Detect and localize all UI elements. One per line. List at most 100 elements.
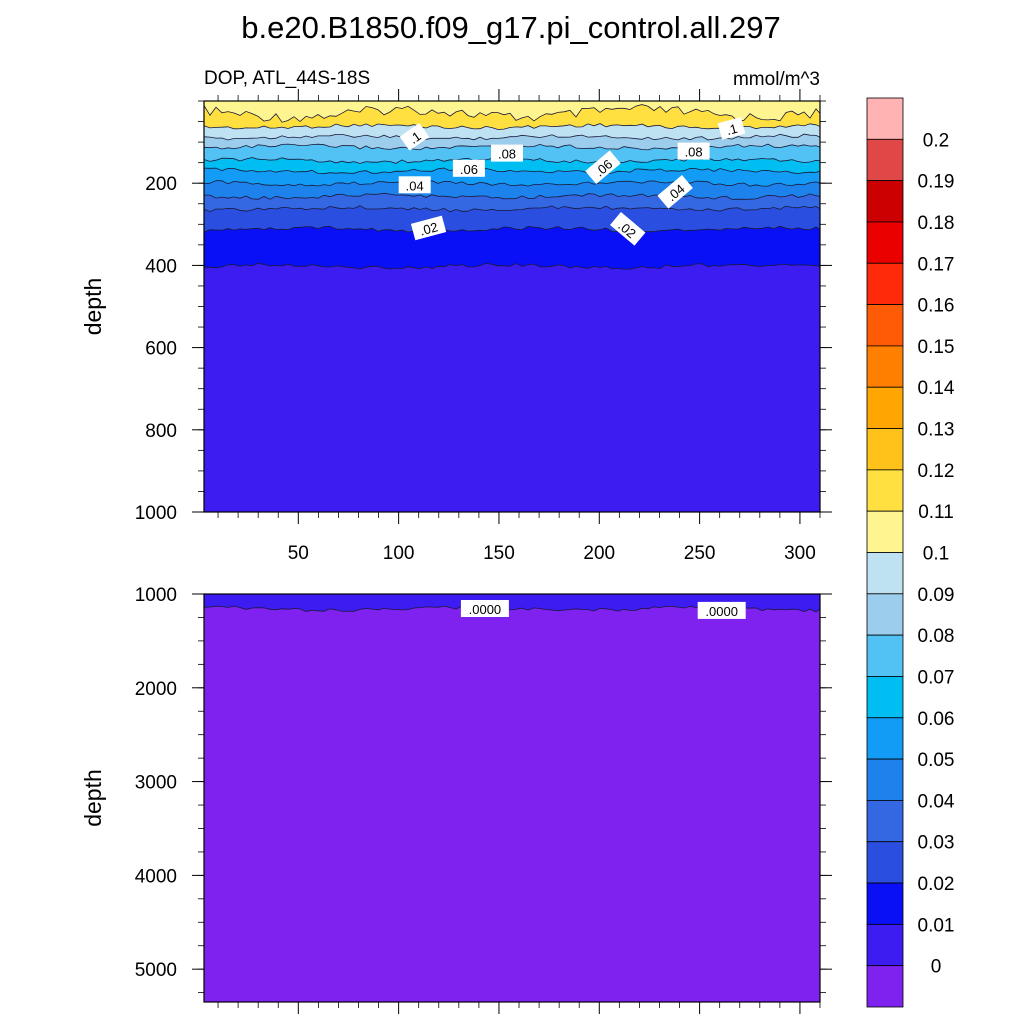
contour-line — [204, 225, 820, 233]
y-axis-title: depth — [80, 769, 106, 827]
contour-line — [204, 167, 820, 175]
colorbar-label: 0.09 — [918, 585, 955, 606]
y-tick-label: 800 — [145, 421, 177, 442]
contour-line — [204, 133, 820, 141]
contour-label-box — [585, 150, 621, 185]
contour-label-text: .02 — [418, 219, 439, 238]
y-tick-label: 2000 — [135, 679, 177, 700]
contour-line — [204, 104, 820, 123]
colorbar-swatch — [866, 262, 904, 305]
x-tick-label: 200 — [583, 543, 615, 564]
colorbar-legend: 0.2 0.19 0.18 0.17 0.16 0.15 0.14 0.13 0.12 0.11 0… — [866, 97, 955, 1008]
colorbar-swatch — [866, 180, 904, 223]
x-tick-label: 50 — [288, 543, 309, 564]
y-tick-label: 200 — [145, 174, 177, 195]
colorbar-swatch — [866, 965, 904, 1008]
lower-depth-panel: .0000 .0000 1000 2000 3000 4000 5000 depth — [80, 585, 832, 1014]
colorbar-swatch — [866, 676, 904, 719]
colorbar-label: 0.04 — [918, 791, 955, 812]
colorbar-label: 0.12 — [918, 461, 955, 482]
colorbar-label: 0.07 — [918, 667, 955, 688]
contour-line — [204, 180, 820, 187]
colorbar-label: 0.13 — [918, 420, 955, 441]
contour-label: .08 — [677, 142, 710, 160]
contour-label-box — [610, 212, 646, 246]
colorbar-label: 0.01 — [918, 915, 955, 936]
contour-label-box — [697, 601, 746, 619]
y-tick-label: 600 — [145, 339, 177, 360]
colorbar-label: 0.16 — [918, 296, 955, 317]
contour-label-box — [452, 159, 485, 177]
contour-band — [204, 101, 820, 123]
contour-band — [204, 205, 820, 233]
contour-label-box — [491, 144, 523, 162]
contour-label-box — [410, 215, 447, 241]
contour-label-box — [460, 600, 509, 617]
contour-line — [204, 205, 820, 213]
contour-label: .02 — [410, 215, 447, 241]
colorbar-label: 0.19 — [918, 172, 955, 193]
y-tick-label: 400 — [145, 256, 177, 277]
colorbar-label: 0.11 — [918, 502, 954, 523]
contour-line — [204, 123, 820, 130]
colorbar-label: 0.05 — [918, 750, 955, 771]
contour-label-text: .08 — [498, 147, 516, 162]
contour-label: .08 — [491, 144, 523, 162]
y-tick-label: 1000 — [135, 503, 177, 524]
contour-label: .0000 — [697, 601, 746, 619]
contour-band — [204, 180, 820, 200]
x-tick-label: 100 — [383, 543, 415, 564]
colorbar-swatch — [866, 386, 904, 429]
colorbar-label: 0.06 — [918, 709, 955, 730]
colorbar-label: 0.08 — [918, 626, 955, 647]
colorbar-swatch — [866, 304, 904, 347]
colorbar-label: 0.2 — [923, 130, 949, 151]
contour-line — [204, 262, 820, 270]
chart-title: b.e20.B1850.f09_g17.pi_control.all.297 — [241, 10, 781, 45]
y-tick-label: 1000 — [135, 585, 177, 606]
contour-label-text: .08 — [685, 145, 703, 160]
contour-band — [204, 263, 820, 512]
colorbar-swatch — [866, 138, 904, 182]
x-tick-label: 150 — [483, 543, 515, 564]
colorbar-swatch — [866, 469, 904, 512]
contour-label-box — [657, 175, 693, 209]
y-tick-label: 3000 — [135, 773, 177, 794]
colorbar-swatch — [866, 221, 904, 264]
x-tick-label: 300 — [784, 543, 816, 564]
colorbar-label: 0 — [931, 957, 942, 978]
contour-label-box — [398, 176, 431, 194]
colorbar-swatch — [866, 923, 904, 967]
colorbar-swatch — [866, 510, 904, 553]
colorbar-swatch — [866, 634, 904, 677]
colorbar-label: 0.02 — [918, 874, 955, 895]
contour-label-box — [717, 117, 746, 140]
plot-frame — [203, 593, 821, 1003]
colorbar-label: 0.14 — [918, 378, 955, 399]
contour-band — [204, 104, 820, 130]
colorbar-swatch — [866, 841, 904, 884]
variable-region-subtitle: DOP, ATL_44S-18S — [204, 68, 370, 89]
contour-label-text: .1 — [725, 121, 739, 138]
colorbar-label: 0.03 — [918, 833, 955, 854]
colorbar-swatch — [866, 428, 904, 471]
y-axis-title: depth — [80, 278, 106, 336]
contour-label-box — [399, 122, 430, 151]
upper-depth-panel: .1.1.08.08.06.06.04.04.02.02200400600800… — [80, 89, 832, 564]
contour-label-box — [677, 142, 710, 160]
y-tick-label: 5000 — [135, 960, 177, 981]
contour-band — [204, 157, 820, 174]
contour-band — [204, 134, 820, 150]
colorbar-label: 0.18 — [918, 213, 955, 234]
contour-label: .1 — [717, 117, 746, 140]
contour-label-text: .0000 — [469, 602, 502, 617]
contour-band — [204, 594, 820, 612]
colorbar-swatch — [866, 593, 904, 636]
units-subtitle: mmol/m^3 — [733, 69, 820, 90]
colorbar-label: 0.15 — [918, 337, 955, 358]
colorbar-label: 0.1 — [923, 544, 949, 565]
contour-label-text: .04 — [406, 178, 424, 193]
colorbar-label: 0.17 — [918, 254, 955, 275]
contour-band — [204, 168, 820, 187]
